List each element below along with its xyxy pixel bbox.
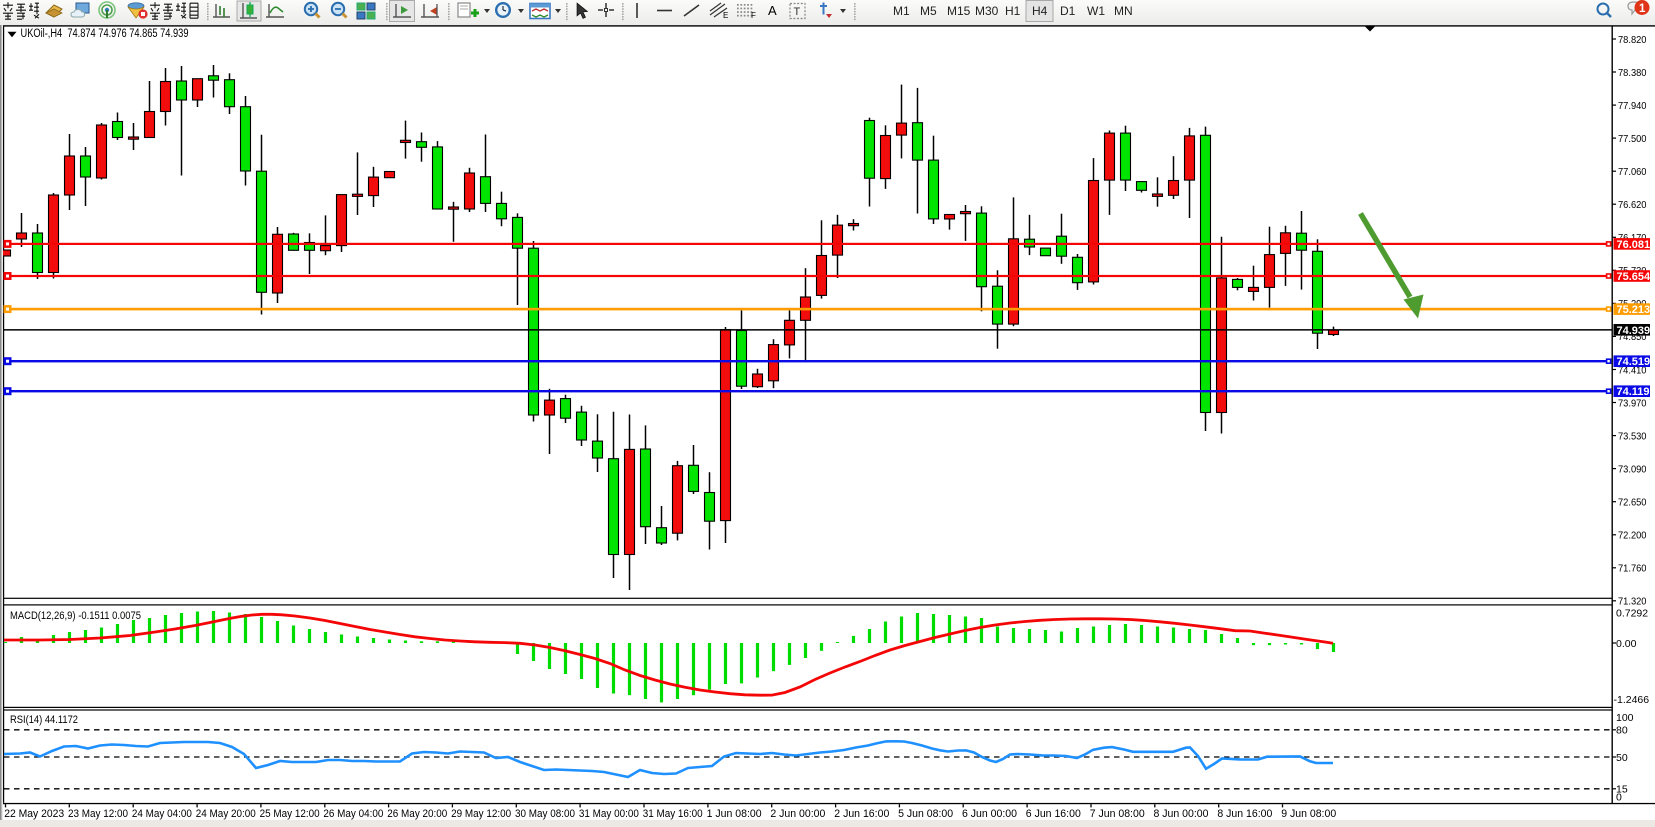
svg-text:74.519: 74.519 xyxy=(1617,356,1651,368)
svg-text:7 Jun 08:00: 7 Jun 08:00 xyxy=(1090,808,1145,820)
svg-text:26 May 04:00: 26 May 04:00 xyxy=(323,808,383,820)
svg-text:71.760: 71.760 xyxy=(1618,563,1647,575)
svg-text:0.7292: 0.7292 xyxy=(1616,607,1648,619)
svg-text:2 Jun 16:00: 2 Jun 16:00 xyxy=(834,808,889,820)
svg-text:0: 0 xyxy=(1616,791,1622,803)
svg-text:76.620: 76.620 xyxy=(1618,199,1647,211)
svg-text:MN: MN xyxy=(1114,4,1133,18)
svg-text:W1: W1 xyxy=(1087,4,1105,18)
svg-text:50: 50 xyxy=(1616,752,1628,764)
svg-text:24 May 04:00: 24 May 04:00 xyxy=(132,808,192,820)
svg-text:-1.2466: -1.2466 xyxy=(1614,694,1650,706)
svg-text:73.970: 73.970 xyxy=(1618,397,1647,409)
svg-text:78.820: 78.820 xyxy=(1618,34,1647,46)
svg-text:29 May 12:00: 29 May 12:00 xyxy=(451,808,511,820)
svg-text:77.500: 77.500 xyxy=(1618,133,1647,145)
svg-text:24 May 20:00: 24 May 20:00 xyxy=(196,808,256,820)
svg-text:UKOil-,H4 74.874 74.976 74.86: UKOil-,H4 74.874 74.976 74.865 74.939 xyxy=(21,28,189,40)
svg-text:25 May 12:00: 25 May 12:00 xyxy=(260,808,320,820)
svg-text:26 May 20:00: 26 May 20:00 xyxy=(387,808,447,820)
svg-text:31 May 16:00: 31 May 16:00 xyxy=(643,808,703,820)
svg-text:9 Jun 08:00: 9 Jun 08:00 xyxy=(1281,808,1336,820)
svg-text:H4: H4 xyxy=(1032,4,1048,18)
svg-text:78.380: 78.380 xyxy=(1618,67,1647,79)
svg-text:73.090: 73.090 xyxy=(1618,463,1647,475)
svg-text:F: F xyxy=(751,11,756,20)
svg-text:74.410: 74.410 xyxy=(1618,364,1647,376)
svg-text:T: T xyxy=(794,6,801,18)
svg-text:5 Jun 08:00: 5 Jun 08:00 xyxy=(898,808,953,820)
svg-text:77.940: 77.940 xyxy=(1618,100,1647,112)
svg-text:6 Jun 00:00: 6 Jun 00:00 xyxy=(962,808,1017,820)
svg-text:15: 15 xyxy=(1616,784,1628,796)
svg-text:E: E xyxy=(723,11,728,20)
svg-text:71.320: 71.320 xyxy=(1618,596,1647,608)
svg-text:M1: M1 xyxy=(893,4,910,18)
svg-text:74.939: 74.939 xyxy=(1617,325,1651,337)
svg-text:8 Jun 00:00: 8 Jun 00:00 xyxy=(1154,808,1209,820)
svg-text:M15: M15 xyxy=(947,4,971,18)
svg-text:H1: H1 xyxy=(1005,4,1021,18)
svg-text:75.213: 75.213 xyxy=(1617,304,1651,316)
svg-text:0.00: 0.00 xyxy=(1616,638,1637,650)
svg-text:M30: M30 xyxy=(975,4,999,18)
svg-text:76.081: 76.081 xyxy=(1617,239,1651,251)
svg-text:75.654: 75.654 xyxy=(1617,271,1652,283)
svg-text:1 Jun 08:00: 1 Jun 08:00 xyxy=(707,808,762,820)
svg-text:23 May 12:00: 23 May 12:00 xyxy=(68,808,128,820)
svg-text:73.530: 73.530 xyxy=(1618,430,1647,442)
svg-text:22 May 2023: 22 May 2023 xyxy=(4,808,64,820)
svg-text:RSI(14) 44.1172: RSI(14) 44.1172 xyxy=(10,714,78,726)
svg-text:100: 100 xyxy=(1616,712,1634,724)
svg-text:72.200: 72.200 xyxy=(1618,530,1647,542)
svg-text:1: 1 xyxy=(1639,3,1646,15)
svg-text:72.650: 72.650 xyxy=(1618,497,1647,509)
svg-text:80: 80 xyxy=(1616,725,1628,737)
svg-text:8 Jun 16:00: 8 Jun 16:00 xyxy=(1217,808,1272,820)
svg-text:74.119: 74.119 xyxy=(1617,386,1650,398)
svg-text:M5: M5 xyxy=(920,4,937,18)
svg-text:77.060: 77.060 xyxy=(1618,166,1647,178)
svg-text:6 Jun 16:00: 6 Jun 16:00 xyxy=(1026,808,1081,820)
svg-text:MACD(12,26,9) -0.1511 0.0075: MACD(12,26,9) -0.1511 0.0075 xyxy=(10,610,141,622)
svg-text:2 Jun 00:00: 2 Jun 00:00 xyxy=(770,808,825,820)
svg-text:A: A xyxy=(768,3,777,18)
svg-text:D1: D1 xyxy=(1060,4,1076,18)
svg-text:30 May 08:00: 30 May 08:00 xyxy=(515,808,575,820)
svg-text:31 May 00:00: 31 May 00:00 xyxy=(579,808,639,820)
